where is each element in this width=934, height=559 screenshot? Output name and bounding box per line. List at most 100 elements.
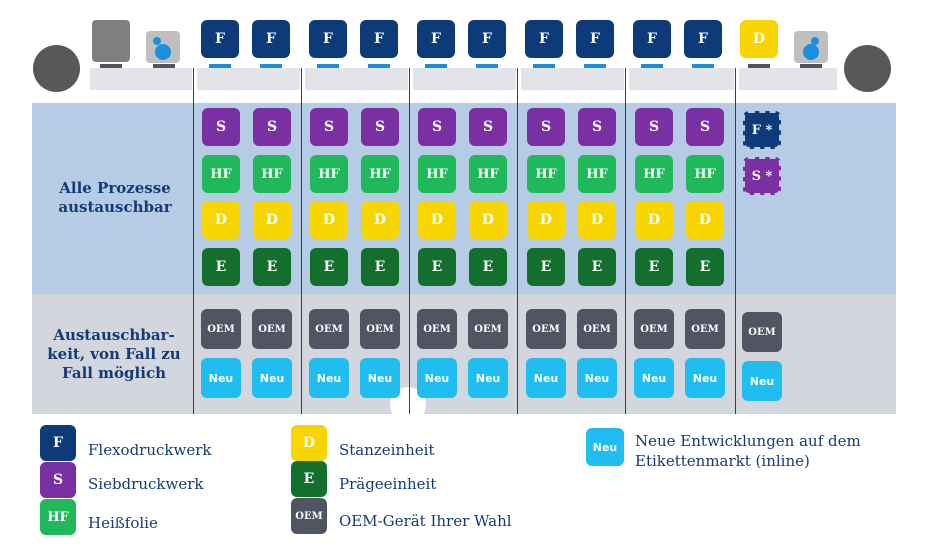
- unit-tick: [425, 64, 447, 68]
- web-guide-right-tick: [800, 64, 822, 68]
- optional-flexo-unit: F *: [743, 111, 781, 149]
- diecut-unit: D: [310, 201, 348, 239]
- unit-tick: [641, 64, 663, 68]
- screen-unit: S: [361, 108, 399, 146]
- separator-line: [517, 68, 518, 414]
- oem-unit: OEM: [252, 309, 292, 349]
- screen-unit: S: [578, 108, 616, 146]
- diecut-unit: D: [418, 201, 456, 239]
- screen-unit: S: [418, 108, 456, 146]
- infeed-module-icon: [92, 20, 130, 62]
- unwind-roll-icon: [33, 45, 80, 92]
- oem-unit: OEM: [417, 309, 457, 349]
- web-guide-left-tick: [153, 64, 175, 68]
- new-development-unit: Neu: [309, 358, 349, 398]
- die-cut-unit-top: D: [740, 20, 778, 58]
- separator-line: [301, 68, 302, 414]
- rewind-roll-icon: [844, 45, 891, 92]
- diecut-unit: D: [635, 201, 673, 239]
- hotfoil-unit: HF: [469, 155, 507, 193]
- flexo-unit-top: F: [252, 20, 290, 58]
- hotfoil-unit: HF: [578, 155, 616, 193]
- screen-unit: S: [527, 108, 565, 146]
- unit-tick: [368, 64, 390, 68]
- legend-swatch-new: Neu: [586, 428, 624, 466]
- legend-label-flexo: Flexodruckwerk: [88, 441, 212, 459]
- separator-line: [409, 68, 410, 414]
- unit-tick: [692, 64, 714, 68]
- web-guide-right-glyph: [803, 37, 819, 60]
- unit-tick: [209, 64, 231, 68]
- oem-unit: OEM: [526, 309, 566, 349]
- new-development-unit: Neu: [252, 358, 292, 398]
- unit-tick: [533, 64, 555, 68]
- flexo-unit-top: F: [360, 20, 398, 58]
- optional-screen-unit: S *: [743, 157, 781, 195]
- embossing-unit: E: [527, 248, 565, 286]
- hotfoil-unit: HF: [635, 155, 673, 193]
- infeed-tick: [100, 64, 122, 68]
- hotfoil-unit: HF: [418, 155, 456, 193]
- hotfoil-unit: HF: [253, 155, 291, 193]
- web-guide-left-glyph: [153, 37, 171, 60]
- rewinder-rail: [739, 68, 837, 90]
- legend-label-new: Neue Entwicklungen auf dem Etikettenmark…: [635, 432, 861, 470]
- unit-tick: [260, 64, 282, 68]
- embossing-unit: E: [361, 248, 399, 286]
- screen-unit: S: [202, 108, 240, 146]
- oem-unit: OEM: [309, 309, 349, 349]
- diecut-unit: D: [253, 201, 291, 239]
- unit-tick: [584, 64, 606, 68]
- diecut-unit: D: [469, 201, 507, 239]
- legend-label-diecut: Stanzeinheit: [339, 441, 435, 459]
- screen-unit: S: [469, 108, 507, 146]
- optional-new-unit: Neu: [742, 361, 782, 401]
- new-development-unit: Neu: [685, 358, 725, 398]
- diecut-unit: D: [686, 201, 724, 239]
- flexo-unit-top: F: [525, 20, 563, 58]
- screen-unit: S: [253, 108, 291, 146]
- hotfoil-unit: HF: [202, 155, 240, 193]
- hotfoil-unit: HF: [361, 155, 399, 193]
- diecut-unit: D: [202, 201, 240, 239]
- oem-unit: OEM: [468, 309, 508, 349]
- unit-tick: [748, 64, 770, 68]
- hotfoil-unit: HF: [527, 155, 565, 193]
- new-development-unit: Neu: [468, 358, 508, 398]
- unit-tick: [476, 64, 498, 68]
- legend-label-screen: Siebdruckwerk: [88, 475, 204, 493]
- row-label-line: Fall möglich: [62, 364, 166, 382]
- embossing-unit: E: [686, 248, 724, 286]
- oem-unit: OEM: [360, 309, 400, 349]
- embossing-unit: E: [418, 248, 456, 286]
- diecut-unit: D: [578, 201, 616, 239]
- diecut-unit: D: [361, 201, 399, 239]
- diecut-unit: D: [527, 201, 565, 239]
- hotfoil-unit: HF: [310, 155, 348, 193]
- separator-line: [193, 68, 194, 414]
- screen-unit: S: [310, 108, 348, 146]
- station-rail-3: [413, 68, 516, 90]
- unit-tick: [317, 64, 339, 68]
- new-development-unit: Neu: [201, 358, 241, 398]
- separator-line: [735, 68, 736, 414]
- legend-label-embossing: Prägeeinheit: [339, 475, 437, 493]
- station-rail-5: [629, 68, 734, 90]
- legend-swatch-screen: S: [40, 462, 76, 498]
- legend-swatch-hotfoil: HF: [40, 499, 76, 535]
- flexo-unit-top: F: [576, 20, 614, 58]
- embossing-unit: E: [253, 248, 291, 286]
- row-label-line: austauschbar: [58, 198, 172, 216]
- row-label-line: keit, von Fall zu: [47, 345, 181, 363]
- screen-unit: S: [686, 108, 724, 146]
- station-rail-4: [521, 68, 624, 90]
- legend-swatch-embossing: E: [291, 461, 327, 497]
- hotfoil-unit: HF: [686, 155, 724, 193]
- flexo-unit-top: F: [201, 20, 239, 58]
- flexo-unit-top: F: [417, 20, 455, 58]
- row-label-line: Alle Prozesse: [59, 179, 171, 197]
- oem-unit: OEM: [577, 309, 617, 349]
- web-guide-right-icon: [794, 31, 828, 63]
- legend-label-oem: OEM-Gerät Ihrer Wahl: [339, 512, 512, 530]
- new-development-unit: Neu: [577, 358, 617, 398]
